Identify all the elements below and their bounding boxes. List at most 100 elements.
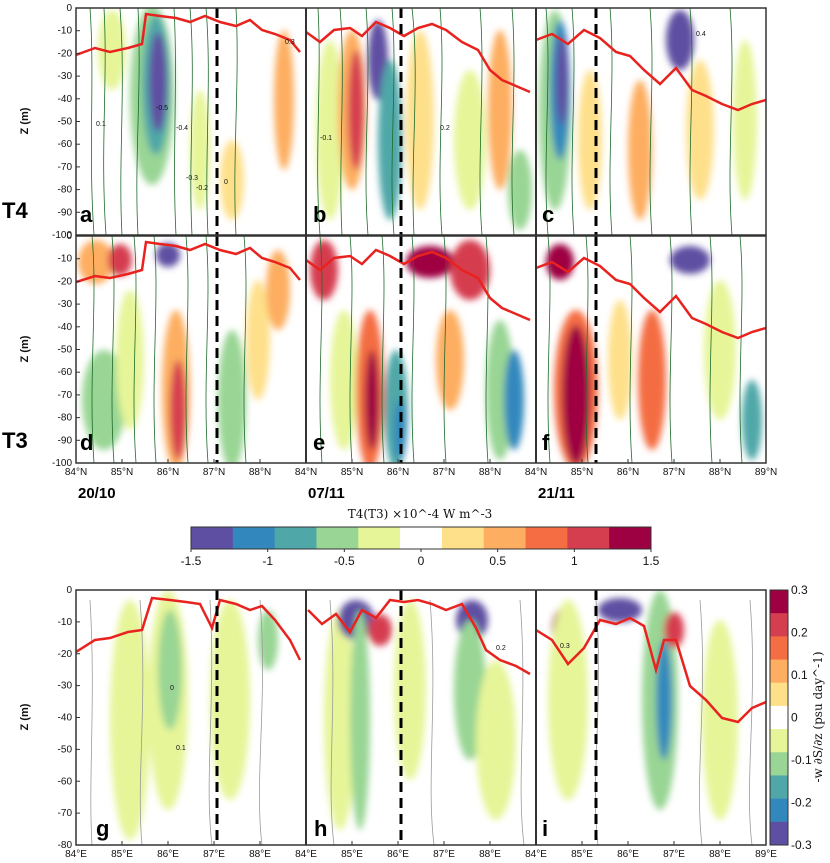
mld-segment bbox=[76, 596, 302, 661]
mld-segment bbox=[76, 240, 301, 284]
contour-lines bbox=[91, 236, 743, 463]
contour-label: 0.3 bbox=[560, 643, 570, 650]
x-tick-label: 89°N bbox=[755, 467, 777, 478]
contour-line bbox=[381, 236, 385, 463]
x-tick-label: 84°E bbox=[525, 849, 547, 860]
mld-segment bbox=[535, 28, 766, 112]
colorbar-swatch bbox=[191, 527, 234, 549]
y-tick-label: -80 bbox=[58, 185, 73, 196]
colorbar-top-swatches bbox=[191, 527, 652, 549]
field-blob bbox=[406, 246, 454, 278]
x-tick-label: 86°N bbox=[157, 467, 179, 478]
panel-letter-f: f bbox=[542, 430, 550, 455]
y-tick-label: -90 bbox=[58, 435, 73, 446]
contour-line bbox=[329, 599, 335, 845]
colorbar-swatch bbox=[770, 659, 788, 684]
x-tick-label: 86°N bbox=[387, 467, 409, 478]
field-blob bbox=[190, 90, 210, 210]
x-tick-label: 85°E bbox=[111, 849, 133, 860]
x-tick-label: 88°E bbox=[709, 849, 731, 860]
y-tick-label: -30 bbox=[58, 681, 73, 692]
field-blob bbox=[246, 280, 270, 400]
colorbar-top: T4(T3) ×10^-4 W m^-3 -1.5 -1 -0.5 0 0.5 1 1.5 bbox=[181, 507, 660, 568]
mld-segment bbox=[307, 598, 531, 676]
colorbar-tick-label: -1 bbox=[262, 554, 273, 568]
colorbar-tick-label: 0.1 bbox=[791, 668, 808, 682]
y-tick-label: -20 bbox=[58, 48, 73, 59]
field-blob bbox=[508, 150, 532, 230]
y-tick-label: -60 bbox=[58, 367, 73, 378]
contour-line bbox=[629, 236, 633, 463]
row-label-t4: T4 bbox=[2, 198, 28, 223]
x-tick-label: 87°E bbox=[663, 849, 685, 860]
colorbar-swatch bbox=[770, 682, 788, 707]
panel-letter-e: e bbox=[313, 430, 325, 455]
field-blob bbox=[476, 660, 516, 820]
contour-line bbox=[429, 599, 435, 845]
contour-line bbox=[136, 8, 140, 235]
panel-letter-i: i bbox=[542, 816, 548, 841]
contour-line bbox=[119, 8, 123, 235]
y-tick-label: -10 bbox=[58, 26, 73, 37]
field-blob bbox=[274, 30, 294, 170]
field-blob bbox=[324, 610, 356, 830]
colorbar-tick-label: 0 bbox=[418, 554, 425, 568]
y-tick-label: -70 bbox=[58, 162, 73, 173]
colorbar-swatch bbox=[770, 752, 788, 776]
contour-label: 0.3 bbox=[285, 39, 295, 46]
colorbar-tick-label: -0.5 bbox=[334, 554, 355, 568]
y-tick-label: -80 bbox=[58, 840, 73, 851]
x-tick-label: 86°N bbox=[617, 467, 639, 478]
contour-line bbox=[729, 8, 733, 235]
colorbar-swatch bbox=[358, 527, 401, 549]
y-tick-label: -10 bbox=[58, 254, 73, 265]
field-blob bbox=[116, 290, 144, 430]
contour-label: -0.1 bbox=[320, 135, 332, 142]
contour-line bbox=[411, 236, 415, 463]
row-t3: Z (m) 0 -10 -20 -30 -40 -50 -60 -70 -80 -90 -100 8… bbox=[2, 231, 777, 502]
contour-line bbox=[669, 236, 673, 463]
colorbar-swatch bbox=[770, 798, 788, 823]
y-tick-label: -60 bbox=[58, 776, 73, 787]
contour-label: 0.1 bbox=[96, 121, 106, 128]
x-tick-label: 84°N bbox=[295, 467, 317, 478]
colorbar-right-frame bbox=[769, 589, 789, 846]
contour-line bbox=[259, 599, 263, 845]
y-tick-label: -70 bbox=[58, 390, 73, 401]
panel-letter-d: d bbox=[80, 430, 93, 455]
contour-label: -0.4 bbox=[176, 125, 188, 132]
row-label-t3: T3 bbox=[2, 428, 28, 453]
y-ticks-top: 0 -10 -20 -30 -40 -50 -60 -70 -80 -90 -100 bbox=[52, 3, 80, 241]
x-tick-label: 88°E bbox=[479, 849, 501, 860]
field-blob bbox=[664, 612, 684, 648]
contour-labels: -0.5 -0.4 -0.3 -0.2 -0.1 0 0.1 0.2 0.3 0… bbox=[96, 31, 706, 192]
colorbar-tick-label: -1.5 bbox=[181, 554, 202, 568]
field-blob bbox=[365, 350, 379, 450]
x-tick-label: 85°N bbox=[111, 467, 133, 478]
colorbar-tick-label: 0.2 bbox=[791, 626, 808, 640]
field-blob bbox=[378, 60, 402, 220]
contour-label: -0.3 bbox=[186, 175, 198, 182]
colorbar-top-ticks: -1.5 -1 -0.5 0 0.5 1 1.5 bbox=[181, 549, 660, 568]
field-blob bbox=[450, 240, 490, 300]
x-tick-label: 84°E bbox=[65, 849, 87, 860]
mld-segment bbox=[305, 20, 531, 94]
mld-segment bbox=[535, 256, 766, 340]
contour-label: 0.4 bbox=[696, 31, 706, 38]
mixed-layer-depth-line bbox=[76, 240, 766, 340]
contour-line bbox=[547, 236, 551, 463]
contour-labels: 0 0.1 0.2 0.3 bbox=[170, 643, 570, 752]
x-tick-label: 88°N bbox=[709, 467, 731, 478]
field-blob bbox=[608, 300, 632, 420]
x-tick-label: 88°N bbox=[249, 467, 271, 478]
y-tick-label: -50 bbox=[58, 744, 73, 755]
colorbar-tick-label: 1.5 bbox=[643, 554, 660, 568]
colorbar-tick-label: 1 bbox=[571, 554, 578, 568]
colorbar-tick-label: -0.2 bbox=[791, 796, 812, 810]
colorbar-title: T4(T3) ×10^-4 W m^-3 bbox=[348, 507, 493, 521]
contour-line bbox=[205, 236, 209, 463]
y-tick-label: 0 bbox=[66, 3, 72, 14]
field-blob bbox=[220, 140, 244, 220]
contour-line bbox=[133, 236, 137, 463]
